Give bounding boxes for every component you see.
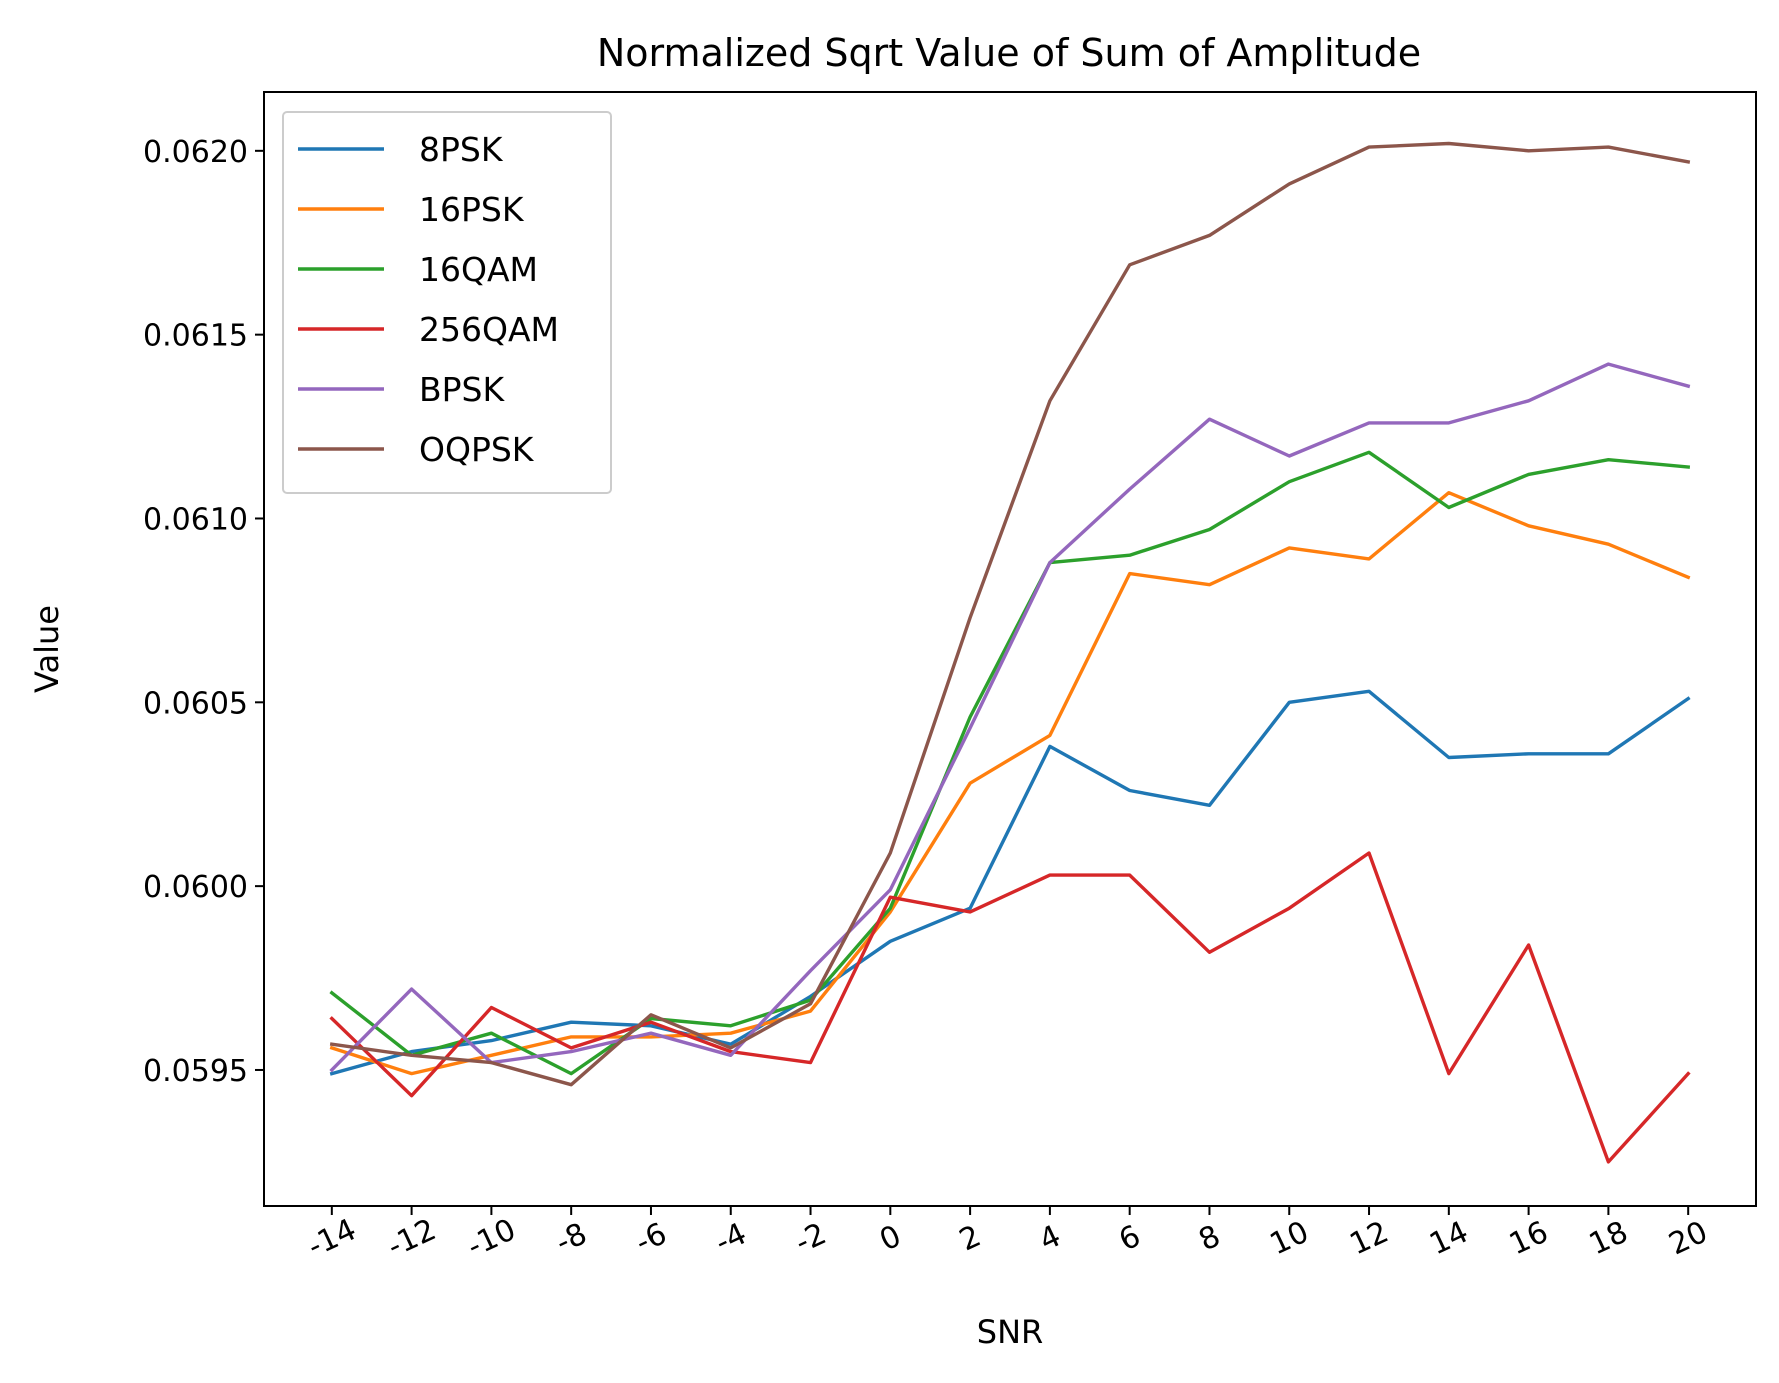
series-line-8psk xyxy=(329,689,1691,1076)
legend: 8PSK 16PSK 16QAM 256QAM BPSK OQPSK xyxy=(282,111,612,494)
y-tick-label: 0.0605 xyxy=(143,686,248,721)
y-axis-title: Value xyxy=(28,605,66,693)
legend-label-oqpsk: OQPSK xyxy=(419,430,535,469)
y-tick-label: 0.0610 xyxy=(143,502,248,537)
y-tick-label: 0.0620 xyxy=(143,135,248,170)
y-tick-label: 0.0600 xyxy=(143,870,248,905)
legend-label-256qam: 256QAM xyxy=(419,310,559,349)
series-line-16qam xyxy=(329,450,1691,1076)
plot-frame xyxy=(263,91,1757,1207)
legend-label-16psk: 16PSK xyxy=(419,190,525,229)
plot-lines xyxy=(329,141,1691,1164)
y-axis: 0.0595 0.0600 0.0605 0.0610 0.0615 0.0620 xyxy=(143,135,264,1089)
legend-label-bpsk: BPSK xyxy=(419,370,505,409)
series-line-bpsk xyxy=(329,362,1691,1073)
series-line-oqpsk xyxy=(329,141,1691,1087)
series-line-256qam xyxy=(329,851,1691,1164)
x-axis-title: SNR xyxy=(977,1313,1043,1351)
legend-label-8psk: 8PSK xyxy=(419,130,504,169)
legend-label-16qam: 16QAM xyxy=(419,250,538,289)
y-tick-label: 0.0595 xyxy=(143,1054,248,1089)
y-tick-label: 0.0615 xyxy=(143,319,248,354)
chart-title: Normalized Sqrt Value of Sum of Amplitud… xyxy=(597,31,1421,75)
legend-box xyxy=(282,111,612,494)
